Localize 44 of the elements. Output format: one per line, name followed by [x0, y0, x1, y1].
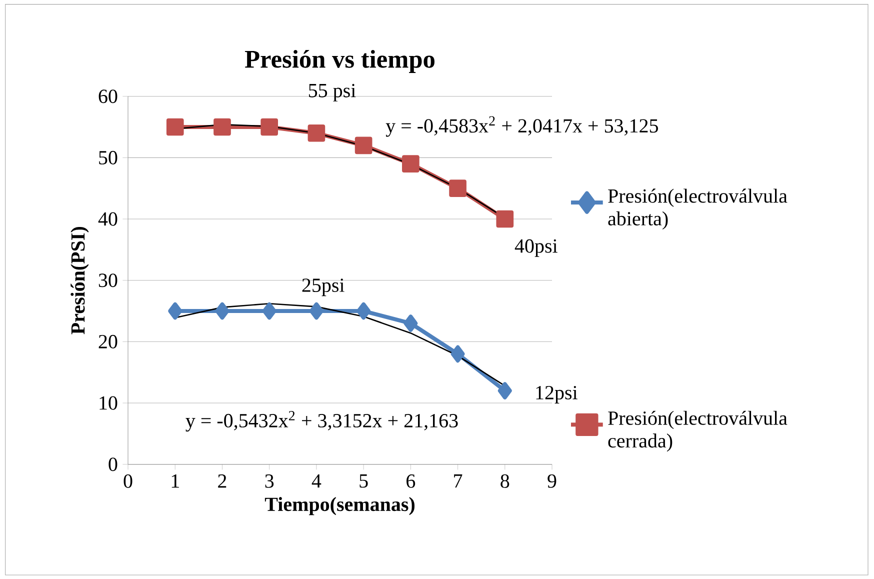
- legend-label: Presión(electroválvula cerrada): [608, 410, 788, 452]
- annotation: y = -0,4583x$^{2}$ + 2,0417x + 53,125: [386, 116, 658, 137]
- annotation: 12psi: [536, 386, 578, 404]
- y-tick-label: 50: [99, 150, 118, 164]
- chart-title: Presión vs tiempo: [244, 50, 434, 73]
- x-tick-label: 5: [360, 474, 368, 488]
- annotation: 25psi: [302, 278, 344, 296]
- y-tick-label: 60: [98, 90, 118, 104]
- point: [262, 302, 276, 320]
- y-axis-title: Presión(PSI): [70, 226, 89, 334]
- point: [496, 210, 514, 228]
- x-tick-label: 3: [265, 474, 274, 488]
- x-axis-title: Tiempo(semanas): [264, 497, 414, 516]
- y-tick-label: 10: [100, 396, 118, 410]
- point: [260, 118, 278, 136]
- annotation: 40psi: [514, 239, 558, 257]
- y-tick-label: 30: [98, 274, 118, 288]
- point: [356, 302, 371, 320]
- point: [168, 302, 182, 320]
- x-tick-label: 7: [454, 474, 462, 488]
- point: [215, 302, 230, 320]
- point: [402, 155, 420, 172]
- x-tick-label: 9: [548, 474, 556, 488]
- x-tick-label: 2: [218, 474, 226, 488]
- point: [308, 124, 326, 142]
- point: [450, 345, 465, 363]
- point: [309, 302, 324, 320]
- x-tick-label: 6: [406, 474, 416, 488]
- x-tick-label: 0: [124, 474, 132, 488]
- y-tick-label: 0: [108, 458, 118, 472]
- y-tick-label: 20: [98, 334, 118, 348]
- annotation: y = -0,5432x$^{2}$ + 3,3152x + 21,163: [186, 411, 458, 432]
- point: [214, 118, 231, 136]
- x-tick-label: 1: [172, 474, 179, 488]
- legend-label: Presión(electroválvula abierta): [608, 188, 788, 230]
- y-tick-label: 40: [98, 212, 118, 226]
- annotation: 55 psi: [309, 84, 356, 102]
- point: [498, 382, 512, 400]
- point: [166, 118, 184, 136]
- x-tick-label: 4: [312, 474, 322, 488]
- point: [449, 180, 466, 198]
- x-tick-label: 8: [500, 474, 510, 488]
- point: [404, 314, 418, 332]
- point: [354, 136, 372, 154]
